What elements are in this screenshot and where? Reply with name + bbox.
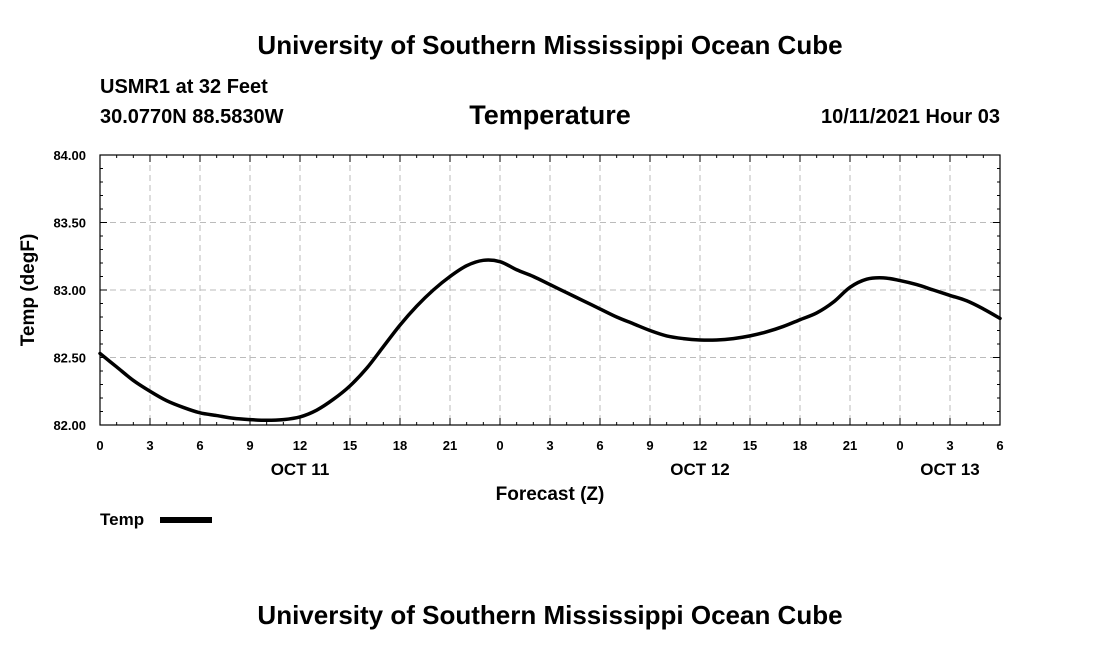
y-tick-label: 83.00 — [53, 283, 86, 298]
top-title: University of Southern Mississippi Ocean… — [257, 30, 843, 60]
station-coordinates: 30.0770N 88.5830W — [100, 106, 284, 128]
date-label: OCT 11 — [271, 460, 330, 479]
x-axis-title: Forecast (Z) — [496, 484, 605, 505]
x-tick-label: 0 — [896, 438, 903, 453]
grid-layer — [100, 155, 1000, 425]
station-label: USMR1 at 32 Feet — [100, 76, 268, 98]
y-tick-label: 82.50 — [53, 351, 86, 366]
legend-label: Temp — [100, 510, 144, 529]
x-tick-label: 12 — [293, 438, 307, 453]
x-tick-label: 15 — [743, 438, 757, 453]
temp-series-line — [98, 258, 1002, 423]
plot-frame — [99, 154, 1001, 426]
x-tick-label: 0 — [496, 438, 503, 453]
labels-layer: 0 3 6 9 12 15 18 21 0 3 6 9 12 15 18 21 0 3 6 82.00 82.50 83.… — [53, 148, 1003, 479]
y-tick-label: 83.50 — [53, 216, 86, 231]
x-tick-label: 9 — [646, 438, 653, 453]
x-tick-label: 3 — [546, 438, 553, 453]
x-tick-label: 3 — [946, 438, 953, 453]
x-tick-label: 18 — [393, 438, 407, 453]
bottom-title: University of Southern Mississippi Ocean… — [257, 600, 843, 630]
x-tick-label: 3 — [146, 438, 153, 453]
y-tick-label: 84.00 — [53, 148, 86, 163]
y-tick-label: 82.00 — [53, 418, 86, 433]
x-tick-label: 6 — [596, 438, 603, 453]
date-label: OCT 13 — [920, 460, 980, 479]
date-label: OCT 12 — [670, 460, 730, 479]
y-axis-title: Temp (degF) — [18, 234, 39, 347]
x-tick-label: 6 — [996, 438, 1003, 453]
x-tick-label: 15 — [343, 438, 357, 453]
x-tick-label: 6 — [196, 438, 203, 453]
x-tick-label: 12 — [693, 438, 707, 453]
x-tick-label: 0 — [96, 438, 103, 453]
chart-title: Temperature — [469, 100, 631, 130]
series-layer — [98, 258, 1002, 423]
legend: Temp — [100, 510, 212, 529]
x-tick-label: 21 — [843, 438, 857, 453]
x-tick-label: 9 — [246, 438, 253, 453]
valid-time: 10/11/2021 Hour 03 — [820, 106, 1000, 128]
x-tick-label: 21 — [443, 438, 457, 453]
x-tick-label: 18 — [793, 438, 807, 453]
